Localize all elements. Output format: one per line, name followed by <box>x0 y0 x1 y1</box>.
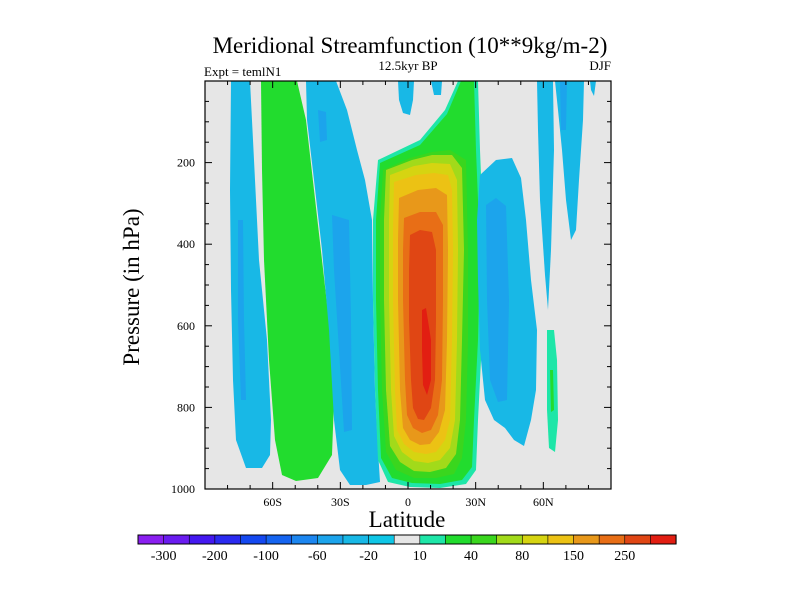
contour-south-ferrel-inner <box>332 215 352 432</box>
colorbar-label: 150 <box>563 549 584 564</box>
colorbar-swatch <box>265 534 293 545</box>
colorbar-swatch <box>650 534 677 545</box>
colorbar-swatch <box>598 534 626 545</box>
contour-south-polar-core <box>238 220 246 400</box>
contour-north-lower-core <box>550 370 554 412</box>
colorbar-label: 10 <box>413 549 427 564</box>
colorbar: -300 -200 -100 -60 -20 10 40 80 150 250 <box>137 534 677 564</box>
y-tick-label: 200 <box>177 156 195 170</box>
colorbar-swatch <box>188 534 216 545</box>
contour-upper-tropical-cell <box>398 81 414 115</box>
contour-south-subtropical-cell <box>261 81 334 481</box>
colorbar-label: -100 <box>253 549 279 564</box>
colorbar-swatch <box>368 534 395 545</box>
colorbar-swatch <box>163 534 190 545</box>
experiment-label: Expt = temlN1 <box>204 64 281 79</box>
colorbar-label: 40 <box>464 549 478 564</box>
x-tick-label: 30N <box>465 495 486 509</box>
contour-north-polar-core <box>560 81 567 130</box>
colorbar-swatch <box>470 534 498 545</box>
colorbar-swatch <box>214 534 242 545</box>
colorbar-label: 80 <box>515 549 529 564</box>
y-tick-label: 1000 <box>171 482 195 496</box>
contour-south-ferrel-core <box>318 110 327 142</box>
colorbar-swatch <box>496 534 523 545</box>
colorbar-label: -200 <box>202 549 228 564</box>
x-tick-label: 60S <box>263 495 282 509</box>
contour-north-subpolar-band <box>537 81 554 310</box>
y-tick-label: 800 <box>177 400 195 414</box>
colorbar-swatch <box>393 534 421 545</box>
contour-fills <box>230 81 596 488</box>
colorbar-swatch <box>291 534 318 545</box>
chart-title: Meridional Streamfunction (10**9kg/m-2) <box>213 33 608 58</box>
colorbar-swatch <box>624 534 651 545</box>
time-label: 12.5kyr BP <box>378 58 437 73</box>
x-tick-label: 30S <box>331 495 350 509</box>
colorbar-label: -300 <box>151 549 177 564</box>
contour-north-ferrel-core <box>486 198 509 402</box>
colorbar-swatch <box>317 534 344 545</box>
y-tick-label: 400 <box>177 237 195 251</box>
contour-upper-tropical-cell-2 <box>431 81 442 95</box>
colorbar-label: -60 <box>308 549 327 564</box>
colorbar-swatch <box>521 534 549 545</box>
colorbar-swatch <box>137 534 165 545</box>
axes: 60S 30S 0 30N 60N 200 400 600 800 1000 <box>171 80 612 509</box>
colorbar-swatch <box>419 534 447 545</box>
contour-north-pole-sliver <box>590 81 596 96</box>
colorbar-label: -20 <box>359 549 378 564</box>
colorbar-swatch <box>547 534 575 545</box>
colorbar-label: 250 <box>614 549 635 564</box>
y-tick-label: 600 <box>177 319 195 333</box>
season-label: DJF <box>589 58 611 73</box>
x-tick-label: 60N <box>533 495 554 509</box>
colorbar-swatch <box>342 534 370 545</box>
x-axis-label: Latitude <box>369 507 446 532</box>
colorbar-frame <box>137 534 677 545</box>
colorbar-swatch <box>573 534 600 545</box>
x-tick-label: 0 <box>405 495 411 509</box>
colorbar-swatch <box>445 534 472 545</box>
contour-hadley-300 <box>422 308 431 395</box>
y-axis-label: Pressure (in hPa) <box>119 208 144 365</box>
colorbar-swatch <box>240 534 267 545</box>
